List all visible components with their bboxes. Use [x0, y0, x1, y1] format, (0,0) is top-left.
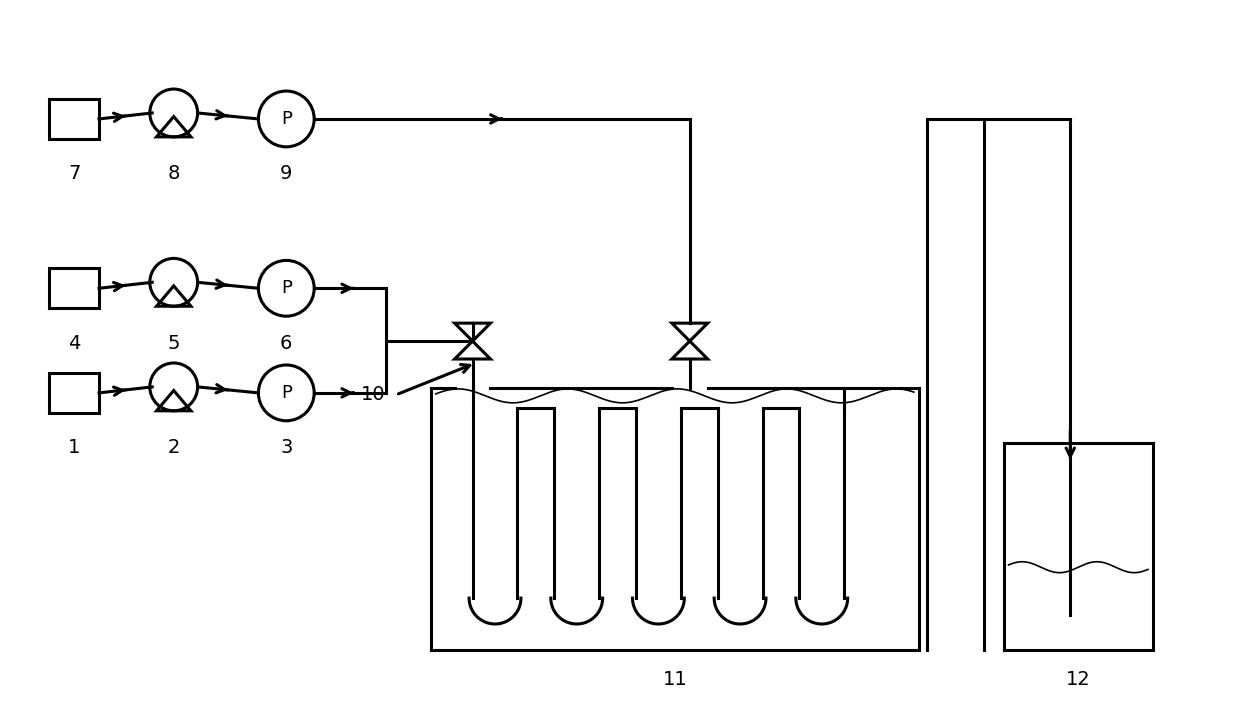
Text: 5: 5 [167, 333, 180, 353]
Bar [50, 268, 99, 308]
Text: 1: 1 [68, 438, 81, 457]
Text: 10: 10 [361, 385, 386, 404]
Text: P: P [280, 110, 291, 128]
Bar [50, 99, 99, 139]
Text: 9: 9 [280, 164, 293, 183]
Text: 8: 8 [167, 164, 180, 183]
Text: 7: 7 [68, 164, 81, 183]
Bar [50, 373, 99, 413]
Text: 3: 3 [280, 438, 293, 457]
Text: 4: 4 [68, 333, 81, 353]
Text: 12: 12 [1066, 670, 1091, 689]
Text: 2: 2 [167, 438, 180, 457]
Text: 11: 11 [662, 670, 687, 689]
Text: 6: 6 [280, 333, 293, 353]
Text: P: P [280, 279, 291, 297]
Text: P: P [280, 384, 291, 402]
